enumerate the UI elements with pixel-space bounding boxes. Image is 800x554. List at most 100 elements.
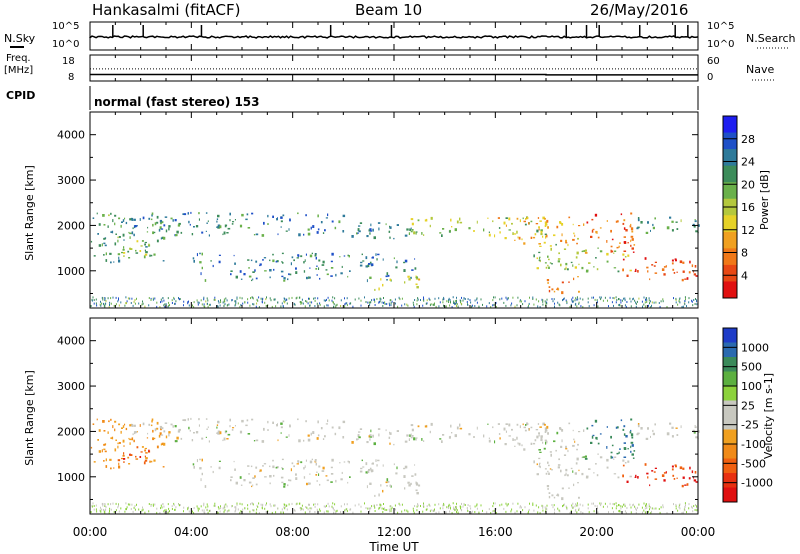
- power-cell: [217, 300, 219, 303]
- velocity-cell: [282, 468, 284, 470]
- velocity-cell: [438, 503, 440, 506]
- power-cell: [495, 306, 497, 308]
- power-cell: [542, 216, 545, 220]
- velocity-cell: [136, 446, 139, 449]
- power-cell: [600, 296, 602, 299]
- velocity-cell: [326, 479, 329, 482]
- velocity-cell: [551, 469, 553, 471]
- colorbar-tick-label: 25: [741, 399, 755, 412]
- velocity-cell: [381, 507, 383, 510]
- velocity-cell: [369, 436, 372, 438]
- velocity-cell: [594, 504, 596, 507]
- power-cell: [693, 299, 695, 301]
- power-cell: [164, 216, 168, 218]
- velocity-cell: [691, 470, 694, 474]
- power-cell: [449, 299, 451, 302]
- velocity-cell: [326, 504, 327, 507]
- power-cell: [205, 230, 207, 232]
- velocity-cell: [600, 504, 602, 507]
- velocity-cell: [231, 429, 234, 431]
- velocity-cell: [460, 506, 462, 508]
- velocity-cell: [643, 509, 645, 512]
- power-cell: [528, 302, 530, 305]
- velocity-cell: [393, 443, 395, 446]
- power-cell: [542, 300, 544, 303]
- velocity-cell: [233, 460, 235, 463]
- power-cell: [423, 298, 425, 301]
- power-cell: [284, 298, 286, 300]
- velocity-cell: [492, 510, 494, 513]
- power-cell: [315, 253, 317, 256]
- velocity-cell: [192, 510, 193, 513]
- velocity-cell: [563, 454, 567, 456]
- power-cell: [162, 297, 164, 300]
- velocity-cell: [576, 504, 578, 507]
- velocity-cell: [578, 496, 580, 499]
- power-cell: [429, 224, 431, 228]
- velocity-cell: [267, 420, 269, 424]
- power-cell: [152, 298, 154, 301]
- power-cell: [544, 221, 548, 225]
- power-cell: [322, 232, 325, 234]
- power-cell: [513, 233, 517, 235]
- velocity-cell: [523, 426, 526, 429]
- power-cell: [684, 296, 686, 299]
- velocity-cell: [401, 503, 403, 506]
- power-cell: [291, 256, 294, 259]
- velocity-cell: [330, 473, 334, 475]
- velocity-cell: [544, 423, 546, 426]
- power-cell: [547, 226, 549, 229]
- power-cell: [217, 214, 220, 218]
- power-cell: [373, 298, 375, 301]
- velocity-cell: [565, 472, 567, 476]
- power-cell: [426, 302, 428, 305]
- power-cell: [110, 302, 112, 305]
- velocity-cell: [178, 503, 179, 506]
- power-cell: [123, 252, 126, 254]
- power-cell: [309, 297, 310, 300]
- velocity-cell: [696, 509, 698, 512]
- power-cell: [150, 218, 153, 221]
- power-cell: [296, 296, 298, 299]
- power-cell: [415, 231, 418, 233]
- velocity-cell: [226, 510, 228, 513]
- power-cell: [377, 222, 381, 224]
- colorbar-swatch: [723, 415, 737, 430]
- power-cell: [623, 219, 626, 222]
- velocity-cell: [538, 463, 540, 466]
- power-cell: [255, 260, 258, 263]
- velocity-cell: [129, 438, 132, 441]
- velocity-cell: [253, 509, 255, 512]
- velocity-cell: [607, 505, 608, 508]
- power-cell: [565, 262, 568, 266]
- power-cell: [542, 299, 544, 302]
- power-cell: [259, 263, 262, 266]
- power-cell: [200, 272, 202, 276]
- velocity-cell: [540, 435, 543, 438]
- power-cell: [122, 219, 125, 222]
- velocity-cell: [256, 504, 258, 507]
- velocity-cell: [377, 428, 381, 430]
- velocity-cell: [697, 430, 700, 433]
- velocity-cell: [161, 442, 164, 445]
- velocity-cell: [423, 505, 425, 508]
- power-cell: [688, 297, 690, 300]
- velocity-cell: [497, 423, 500, 425]
- colorbar-tick-label: 4: [741, 269, 748, 282]
- velocity-cell: [282, 420, 285, 423]
- power-cell: [679, 301, 681, 304]
- power-cell: [529, 296, 530, 299]
- power-cell: [561, 233, 563, 237]
- power-cell: [368, 263, 371, 265]
- velocity-cell: [553, 440, 556, 443]
- nsky-trace: [89, 25, 699, 39]
- power-cell: [626, 274, 629, 277]
- power-cell: [175, 300, 177, 303]
- velocity-cell: [596, 437, 598, 440]
- velocity-cell: [250, 503, 251, 506]
- velocity-cell: [478, 511, 480, 514]
- velocity-cell: [546, 504, 548, 507]
- velocity-cell: [239, 502, 241, 505]
- power-cell: [557, 301, 559, 304]
- velocity-cell: [593, 502, 594, 505]
